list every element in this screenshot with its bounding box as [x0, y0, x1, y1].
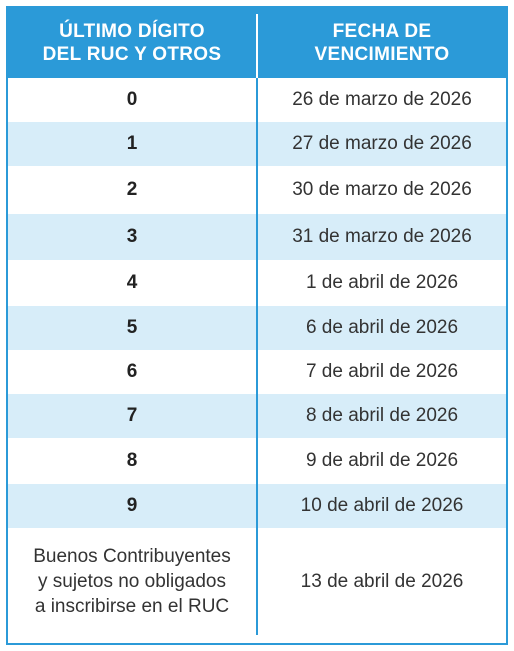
table-row: 1 27 de marzo de 2026	[8, 122, 506, 166]
date-cell: 8 de abril de 2026	[256, 394, 506, 438]
date-cell: 1 de abril de 2026	[256, 260, 506, 306]
table-header: ÚLTIMO DÍGITO DEL RUC Y OTROS FECHA DE V…	[8, 8, 506, 78]
date-cell: 31 de marzo de 2026	[256, 214, 506, 260]
date-cell: 7 de abril de 2026	[256, 350, 506, 394]
date-cell: 13 de abril de 2026	[256, 528, 506, 635]
table-row: 3 31 de marzo de 2026	[8, 214, 506, 260]
special-taxpayers-cell: Buenos Contribuyentes y sujetos no oblig…	[33, 546, 231, 617]
digit-cell: 6	[126, 361, 138, 382]
digit-cell: 1	[126, 133, 138, 154]
header-due-date: FECHA DE VENCIMIENTO	[314, 21, 450, 65]
date-cell: 27 de marzo de 2026	[256, 122, 506, 166]
date-cell: 6 de abril de 2026	[256, 306, 506, 350]
digit-cell: 3	[126, 226, 138, 247]
date-cell: 26 de marzo de 2026	[256, 78, 506, 122]
digit-cell: 9	[126, 495, 138, 516]
date-cell: 9 de abril de 2026	[256, 438, 506, 484]
table-row: 7 8 de abril de 2026	[8, 394, 506, 438]
table-row: Buenos Contribuyentes y sujetos no oblig…	[8, 528, 506, 635]
digit-cell: 4	[126, 272, 138, 293]
table-row: 0 26 de marzo de 2026	[8, 78, 506, 122]
due-dates-table: ÚLTIMO DÍGITO DEL RUC Y OTROS FECHA DE V…	[6, 6, 508, 645]
table-row: 4 1 de abril de 2026	[8, 260, 506, 306]
date-cell: 10 de abril de 2026	[256, 484, 506, 528]
digit-cell: 5	[126, 317, 138, 338]
header-divider	[256, 14, 258, 78]
table-row: 5 6 de abril de 2026	[8, 306, 506, 350]
digit-cell: 8	[126, 450, 138, 471]
table-row: 9 10 de abril de 2026	[8, 484, 506, 528]
table-row: 6 7 de abril de 2026	[8, 350, 506, 394]
date-cell: 30 de marzo de 2026	[256, 166, 506, 214]
digit-cell: 7	[126, 405, 138, 426]
table-row: 2 30 de marzo de 2026	[8, 166, 506, 214]
header-last-digit: ÚLTIMO DÍGITO DEL RUC Y OTROS	[42, 21, 222, 65]
digit-cell: 2	[126, 179, 138, 200]
table-row: 8 9 de abril de 2026	[8, 438, 506, 484]
digit-cell: 0	[126, 89, 138, 110]
